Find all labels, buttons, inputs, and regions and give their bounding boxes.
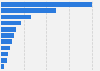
Bar [1, 46, 10, 50]
Bar [1, 21, 21, 25]
Bar [1, 8, 56, 13]
Bar [1, 58, 7, 63]
Bar [1, 39, 12, 44]
Bar [1, 2, 92, 7]
Bar [1, 33, 14, 38]
Bar [1, 15, 31, 19]
Bar [1, 27, 16, 32]
Bar [1, 52, 8, 56]
Bar [1, 64, 4, 69]
